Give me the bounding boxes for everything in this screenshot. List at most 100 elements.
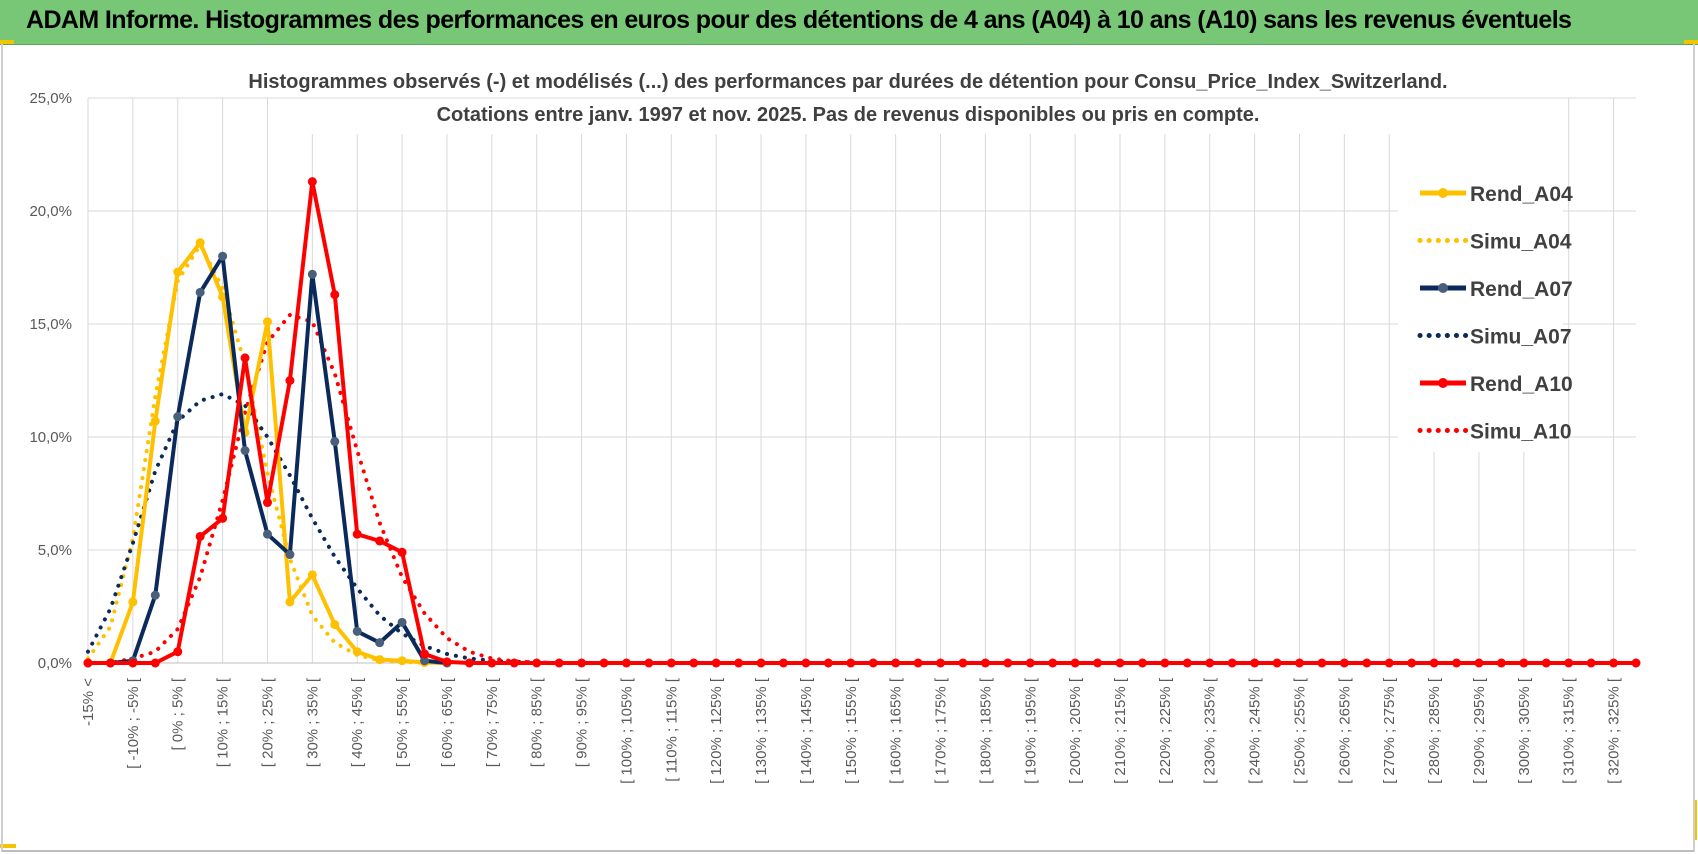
data-point — [689, 658, 699, 668]
legend-entry: Rend_A10 — [1420, 373, 1573, 396]
data-point — [285, 376, 295, 385]
legend-label: Simu_A04 — [1470, 231, 1572, 254]
series-simu-a07 — [86, 392, 562, 665]
data-point — [150, 658, 160, 668]
y-tick-label: 15,0% — [29, 316, 72, 333]
data-point — [128, 658, 138, 668]
data-point — [420, 656, 430, 666]
data-point — [285, 597, 295, 607]
x-tick-label: [ 260% ; 265% [ — [1336, 677, 1353, 784]
data-point — [352, 647, 362, 657]
report-title: ADAM Informe. Histogrammes des performan… — [26, 6, 1572, 34]
x-tick-label: [ 190% ; 195% [ — [1022, 677, 1039, 784]
x-tick-label: [ 300% ; 305% [ — [1516, 677, 1533, 784]
data-point — [554, 658, 564, 668]
x-axis-ticks: -15% < [ -10% ; -5% [[ 0% ; 5% [[ 10% ; 1… — [80, 677, 1623, 784]
x-tick-label: [ 240% ; 245% [ — [1247, 677, 1264, 784]
legend-label: Rend_A07 — [1470, 278, 1573, 301]
x-tick-label: [ 160% ; 165% [ — [888, 677, 905, 784]
x-tick-label: [ 100% ; 105% [ — [618, 677, 635, 784]
chart-title-line-2: Cotations entre janv. 1997 et nov. 2025.… — [437, 104, 1260, 126]
data-point — [150, 590, 160, 600]
data-point — [1093, 658, 1103, 668]
data-point — [464, 658, 474, 668]
data-point — [330, 290, 340, 300]
data-point — [1048, 658, 1058, 668]
legend-marker — [1438, 188, 1448, 198]
data-point — [375, 536, 385, 546]
x-tick-label: [ 180% ; 185% [ — [977, 677, 994, 784]
legend-entry: Rend_A04 — [1420, 183, 1573, 206]
data-point — [240, 446, 250, 456]
data-point — [307, 177, 317, 187]
data-point — [1227, 658, 1237, 668]
data-point — [397, 656, 407, 666]
data-point — [509, 658, 519, 668]
data-point — [1205, 658, 1215, 668]
y-tick-label: 20,0% — [29, 203, 72, 220]
chart-frame — [1, 44, 1695, 852]
x-tick-label: [ 60% ; 65% [ — [439, 677, 456, 767]
x-tick-label: [ 30% ; 35% [ — [304, 677, 321, 767]
data-point — [1317, 658, 1327, 668]
data-point — [420, 649, 430, 659]
data-point — [936, 658, 946, 668]
data-point — [1429, 658, 1439, 668]
series-rend-a10 — [83, 177, 1641, 668]
data-point — [285, 550, 295, 560]
data-point — [195, 238, 205, 248]
legend-label: Rend_A04 — [1470, 183, 1573, 206]
x-tick-label: [ 0% ; 5% [ — [170, 677, 187, 750]
x-tick-label: [ 140% ; 145% [ — [798, 677, 815, 784]
x-tick-label: [ 110% ; 115% [ — [663, 677, 680, 782]
x-tick-label: [ 70% ; 75% [ — [484, 677, 501, 767]
data-point — [868, 658, 878, 668]
chart-title: Histogrammes observés (-) et modélisés (… — [248, 71, 1447, 126]
legend-entry: Rend_A07 — [1420, 278, 1573, 301]
data-point — [1025, 658, 1035, 668]
x-tick-label: [ 200% ; 205% [ — [1067, 677, 1084, 784]
legend-marker — [1438, 378, 1448, 388]
x-tick-label: [ 250% ; 255% [ — [1291, 677, 1308, 784]
data-point — [307, 570, 317, 580]
legend-label: Simu_A10 — [1470, 421, 1572, 444]
data-point — [980, 658, 990, 668]
data-point — [218, 292, 228, 302]
data-point — [1160, 658, 1170, 668]
y-tick-label: 0,0% — [38, 655, 72, 672]
x-tick-label: [ 150% ; 155% [ — [843, 677, 860, 784]
data-point — [599, 658, 609, 668]
data-point — [442, 657, 452, 667]
x-tick-label: [ 280% ; 285% [ — [1426, 677, 1443, 784]
data-point — [1003, 658, 1013, 668]
legend-marker — [1438, 283, 1448, 293]
legend: Rend_A04 Simu_A04 Rend_A07 Simu_A07 Rend_A10… — [1398, 168, 1573, 450]
legend-label: Rend_A10 — [1470, 373, 1573, 396]
corner-marker — [1694, 800, 1697, 840]
data-point — [644, 658, 654, 668]
data-point — [1250, 658, 1260, 668]
chart-title-line-1: Histogrammes observés (-) et modélisés (… — [248, 71, 1447, 93]
y-tick-label: 10,0% — [29, 429, 72, 446]
corner-marker — [1684, 40, 1698, 44]
x-tick-label: [ 130% ; 135% [ — [753, 677, 770, 784]
data-point — [195, 287, 205, 297]
data-point — [1362, 658, 1372, 668]
x-tick-label: [ 310% ; 315% [ — [1561, 677, 1578, 784]
series-line — [88, 179, 1636, 665]
x-tick-label: [ 320% ; 325% [ — [1606, 677, 1623, 784]
data-point — [666, 658, 676, 668]
data-point — [1564, 658, 1574, 668]
data-point — [891, 658, 901, 668]
data-point — [577, 658, 587, 668]
legend-box — [1398, 168, 1563, 450]
x-tick-label: [ 20% ; 25% [ — [259, 677, 276, 767]
x-tick-label: [ 90% ; 95% [ — [574, 677, 591, 767]
report-banner: ADAM Informe. Histogrammes des performan… — [0, 0, 1698, 45]
data-point — [1407, 658, 1417, 668]
data-point — [330, 437, 340, 447]
data-point — [1137, 658, 1147, 668]
y-tick-label: 5,0% — [38, 542, 72, 559]
data-point — [532, 658, 542, 668]
